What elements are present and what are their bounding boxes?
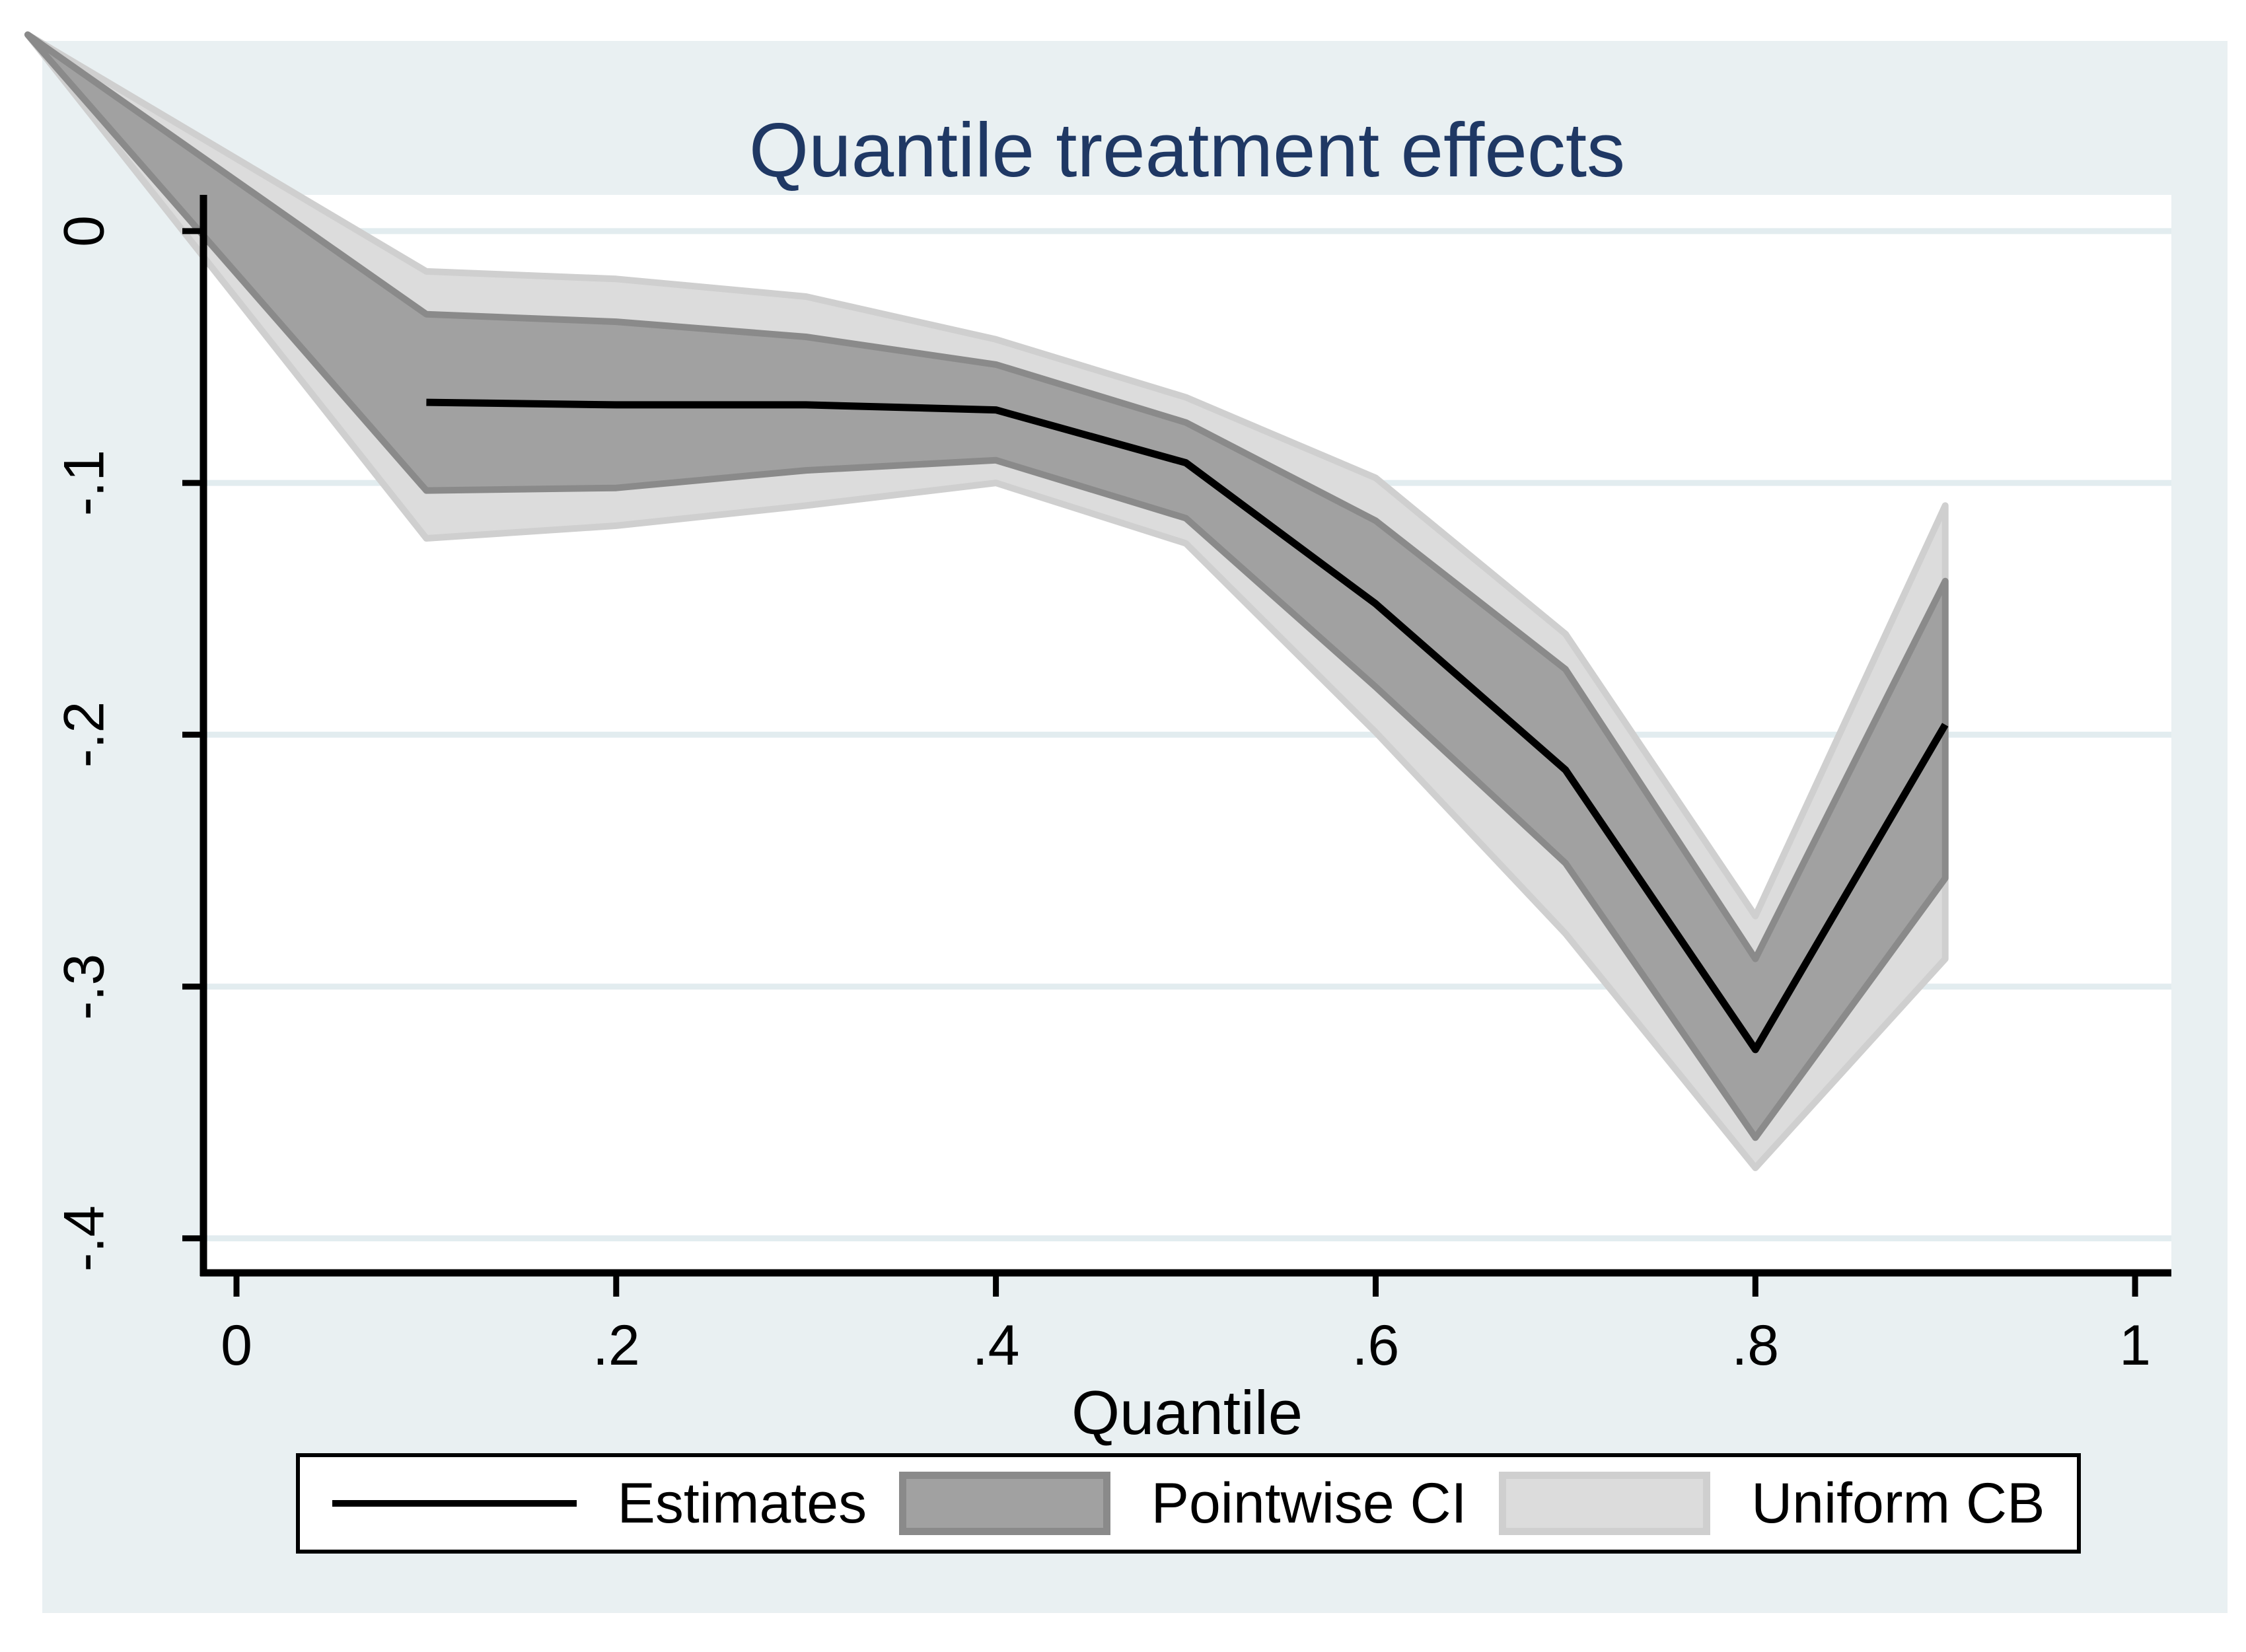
x-tick-label: .2	[592, 1314, 640, 1377]
x-axis-title: Quantile	[1071, 1378, 1303, 1447]
pointwise-ci-legend-label: Pointwise CI	[1151, 1471, 1467, 1535]
legend-item-uniform-cb: Uniform CB	[1499, 1471, 2045, 1536]
x-tick-label: .8	[1731, 1314, 1780, 1377]
chart-title: Quantile treatment effects	[748, 107, 1626, 193]
x-tick-label: 0	[221, 1314, 252, 1377]
y-tick-label: -.4	[52, 1205, 116, 1272]
estimates-line-swatch	[332, 1500, 577, 1507]
estimates-legend-label: Estimates	[617, 1471, 867, 1535]
y-tick-label: -.1	[52, 449, 116, 517]
legend-box: Estimates Pointwise CI Uniform CB	[296, 1453, 2081, 1554]
x-tick-label: .4	[972, 1314, 1020, 1377]
uniform-cb-legend-label: Uniform CB	[1751, 1471, 2045, 1535]
uniform-cb-area-swatch	[1499, 1472, 1711, 1535]
pointwise-ci-area-swatch	[898, 1472, 1110, 1535]
y-tick-label: -.2	[52, 701, 116, 768]
legend-item-estimates: Estimates	[332, 1471, 867, 1536]
x-tick-label: .6	[1352, 1314, 1400, 1377]
estimates-line	[426, 398, 1949, 1054]
y-tick-label: 0	[52, 215, 116, 247]
x-tick-label: 1	[2119, 1314, 2152, 1377]
y-tick-label: -.3	[52, 953, 116, 1020]
legend-item-pointwise-ci: Pointwise CI	[898, 1471, 1467, 1536]
